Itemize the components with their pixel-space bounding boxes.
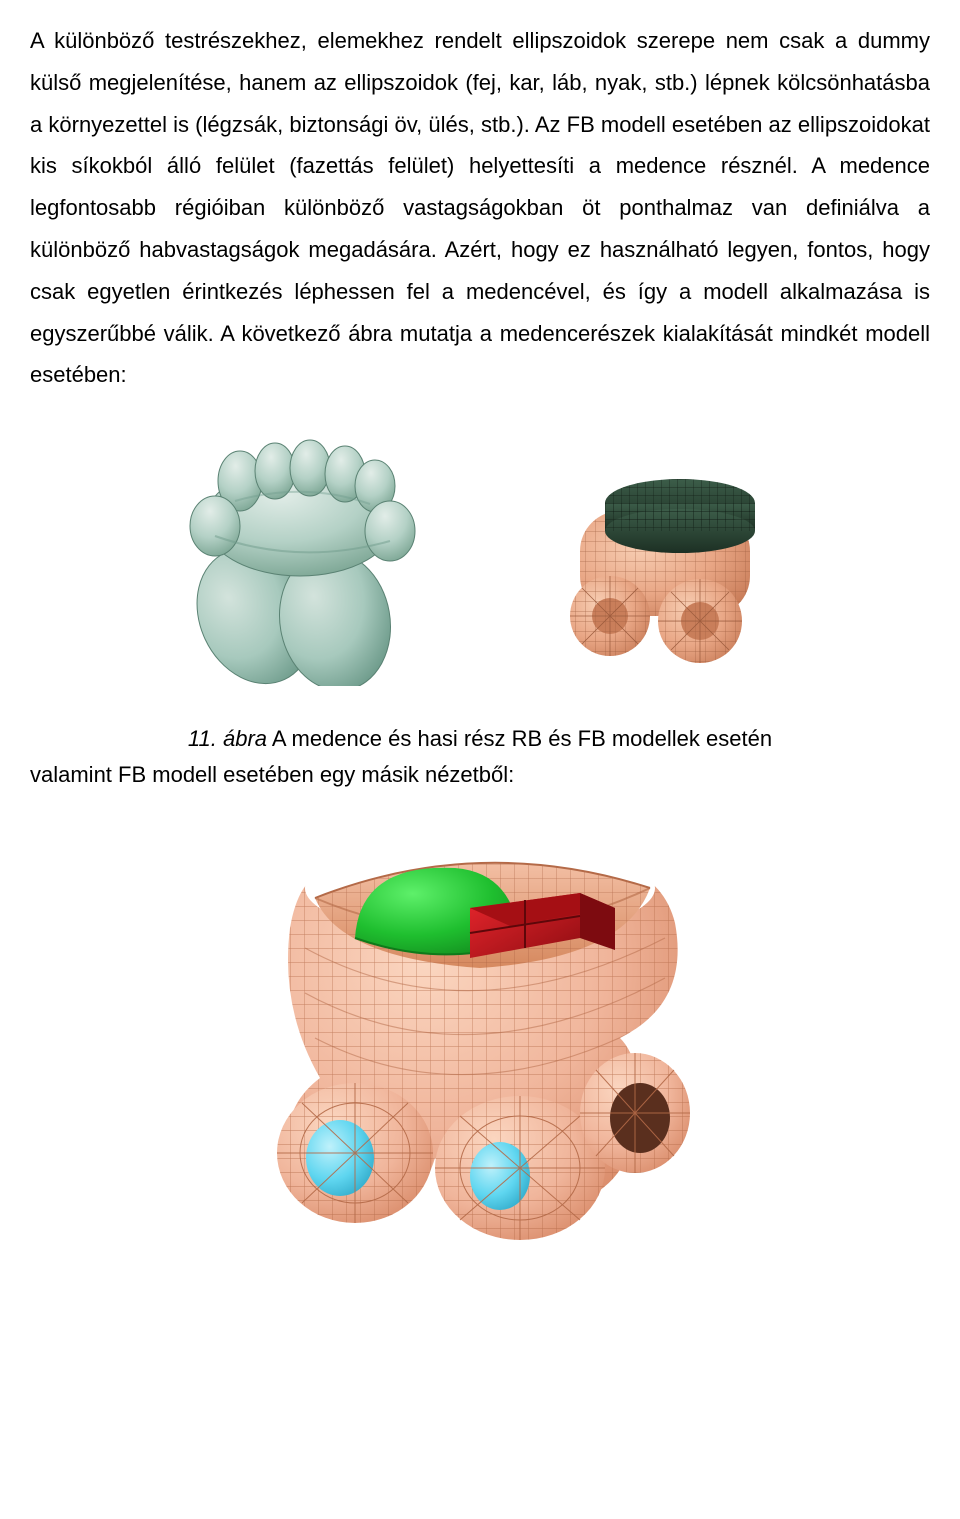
rb-pelvis-svg xyxy=(155,426,455,686)
caption-text: A medence és hasi rész RB és FB modellek… xyxy=(267,726,772,751)
document-page: A különböző testrészekhez, elemekhez ren… xyxy=(0,0,960,1519)
figure-fb-pelvis-top xyxy=(525,431,805,681)
figure-rb-pelvis xyxy=(155,426,455,686)
fb-pelvis-top-svg xyxy=(525,431,805,681)
figure-row-1 xyxy=(30,426,930,686)
figure-caption-11: 11. ábra A medence és hasi rész RB és FB… xyxy=(30,726,930,752)
fb-pelvis-big-svg xyxy=(220,808,740,1248)
caption-prefix: 11. ábra xyxy=(188,726,267,751)
subline: valamint FB modell esetében egy másik né… xyxy=(30,762,930,788)
figure-fb-pelvis-big xyxy=(30,808,930,1248)
paragraph-1: A különböző testrészekhez, elemekhez ren… xyxy=(30,20,930,396)
